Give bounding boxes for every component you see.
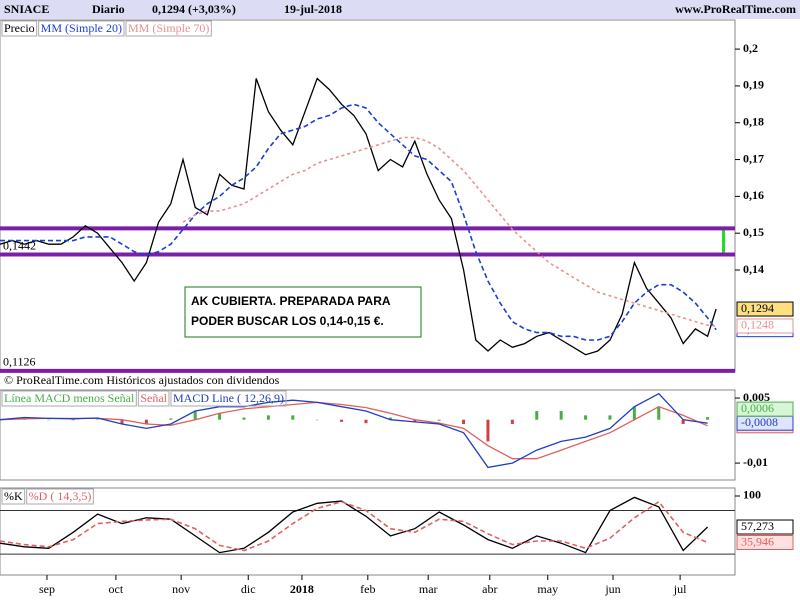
histogram-bar (144, 419, 148, 425)
histogram-bar (706, 417, 710, 420)
instrument: SNIACE (4, 2, 49, 16)
histogram-bar (681, 419, 685, 425)
annotation-box (184, 286, 422, 338)
histogram-bar (388, 417, 392, 420)
legend-box (1, 488, 26, 505)
legend-box (1, 390, 137, 407)
y-tick-label: 0,16 (743, 188, 764, 202)
date: 19-jul-2018 (284, 2, 342, 16)
histogram-bar (413, 419, 417, 422)
histogram-bar (535, 411, 539, 420)
end-label: 35,946 (741, 534, 774, 548)
x-tick-label: mar (419, 582, 438, 596)
histogram-bar (608, 415, 612, 420)
annotation-line: PODER BUSCAR LOS 0,14-0,15 €. (191, 314, 384, 328)
end-label-box (736, 519, 794, 535)
level-label: 0,1442 (3, 238, 36, 252)
series-line (182, 136, 717, 327)
histogram-bar (364, 419, 368, 424)
signal-bar (722, 229, 725, 255)
histogram-bar (47, 419, 51, 421)
legend-entry: %K (4, 489, 23, 503)
legend-entry: MACD Line ( 12,26,9) (173, 391, 284, 405)
end-label: 57,273 (741, 519, 774, 533)
legend-box (137, 390, 170, 407)
legend-entry: Precio (4, 21, 35, 35)
x-tick-label: sep (39, 582, 55, 596)
histogram-bar (486, 419, 490, 442)
histogram-bar (510, 419, 514, 425)
end-label-box (736, 301, 794, 317)
histogram-bar (559, 411, 563, 420)
y-tick-label: 0,19 (743, 78, 764, 92)
end-label: 0,1294 (741, 301, 774, 315)
x-tick-label: jul (673, 582, 687, 596)
x-tick-label: oct (109, 582, 124, 596)
macd-frame (0, 389, 736, 481)
x-tick-label: may (537, 582, 558, 596)
histogram-bar (71, 419, 75, 421)
series-line (0, 500, 708, 552)
legend-entry: MM (Simple 20) (41, 21, 122, 35)
legend-box (26, 488, 94, 505)
histogram-bar (96, 419, 100, 420)
series-line (0, 77, 717, 356)
end-label-box (736, 401, 794, 417)
header-bar (0, 0, 800, 19)
x-tick-label: dic (241, 582, 256, 596)
series-line (0, 103, 717, 341)
histogram-bar (584, 415, 588, 420)
period: Diario (92, 2, 125, 16)
end-label: -0,0008 (741, 415, 778, 429)
y-tick-label: 0,17 (743, 151, 764, 165)
x-tick-label: feb (360, 582, 375, 596)
legend-entry: Señal (140, 391, 167, 405)
x-tick-label: abr (482, 582, 497, 596)
end-label-box (736, 535, 794, 551)
level-label: 0,1126 (3, 355, 36, 369)
end-label-box (736, 318, 794, 334)
y-tick-label: 0,14 (743, 262, 764, 276)
histogram-bar (169, 418, 173, 420)
series-line (0, 401, 708, 460)
y-tick-label: 0,005 (743, 390, 770, 404)
end-label: 0,0006 (741, 401, 774, 415)
histogram-bar (218, 413, 222, 420)
legend-box (125, 20, 212, 37)
annotation-line: AK CUBIERTA. PREPARADA PARA (191, 294, 391, 308)
legend-box (170, 390, 287, 407)
histogram-bar (291, 415, 295, 420)
x-tick-label: nov (172, 582, 190, 596)
y-tick-label: 0,2 (743, 41, 758, 55)
histogram-bar (437, 419, 441, 421)
legend-box (38, 20, 125, 37)
histogram-bar (462, 419, 466, 425)
histogram-bar (242, 417, 246, 420)
legend-entry: Línea MACD menos Señal (4, 391, 135, 405)
histogram-bar (266, 415, 270, 420)
histogram-bar (657, 406, 661, 420)
y-tick-label: 0,15 (743, 225, 764, 239)
note: © ProRealTime.com Históricos ajustados c… (4, 373, 280, 387)
series-line (0, 392, 708, 469)
x-tick-label: 2018 (290, 582, 314, 596)
legend-entry: MM (Simple 70) (128, 21, 209, 35)
source: www.ProRealTime.com (675, 2, 796, 16)
stoch-frame (0, 487, 736, 576)
legend-box (1, 20, 38, 37)
quote: 0,1294 (+3,03%) (152, 2, 236, 16)
end-label: 0,1248 (741, 318, 774, 332)
histogram-bar (315, 419, 319, 421)
legend-entry: %D ( 14,3,5) (29, 489, 92, 503)
x-tick-label: jun (604, 582, 620, 596)
y-tick-label: -0,01 (743, 455, 768, 469)
histogram-bar (120, 419, 124, 425)
y-tick-label: 0,18 (743, 114, 764, 128)
histogram-bar (193, 411, 197, 420)
y-tick-label: 100 (743, 488, 761, 502)
histogram-bar (340, 419, 344, 422)
histogram-bar (632, 406, 636, 420)
